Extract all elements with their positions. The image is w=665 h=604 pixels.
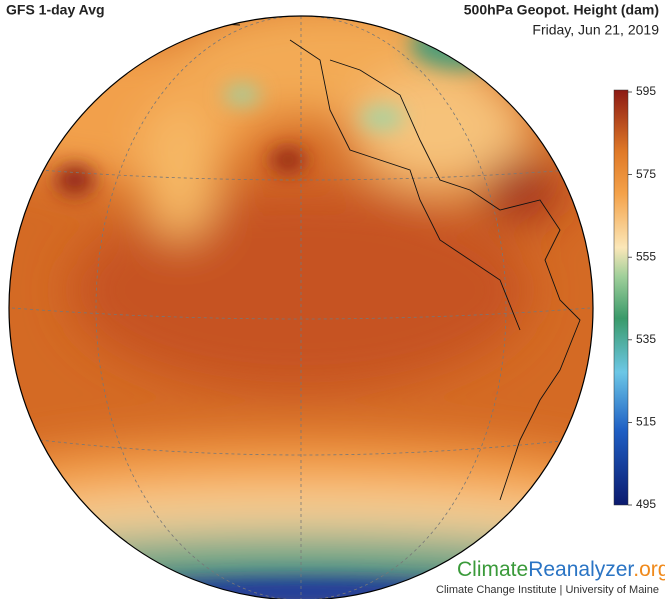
colorbar-tick-label: 535 bbox=[636, 332, 656, 346]
colorbar-ticks: 495 515 535 555 575 595 bbox=[628, 84, 656, 511]
credit: Climate Change Institute | University of… bbox=[436, 584, 659, 596]
colorbar-tick-label: 595 bbox=[636, 84, 656, 98]
variable-title: 500hPa Geopot. Height (dam) bbox=[464, 2, 659, 18]
logo-part: .org bbox=[633, 558, 665, 581]
colorbar-tick-label: 555 bbox=[636, 249, 656, 263]
model-title: GFS 1-day Avg bbox=[6, 2, 105, 18]
logo-part: Climate bbox=[457, 558, 528, 581]
logo-part: Reanalyzer bbox=[528, 558, 634, 581]
colorbar-tick-label: 515 bbox=[636, 415, 656, 429]
colorbar-tick-label: 575 bbox=[636, 167, 656, 181]
date: Friday, Jun 21, 2019 bbox=[532, 22, 659, 38]
logo: ClimateReanalyzer.org bbox=[457, 558, 665, 581]
colorbar-tick-label: 495 bbox=[636, 497, 656, 511]
colorbar bbox=[613, 89, 629, 506]
